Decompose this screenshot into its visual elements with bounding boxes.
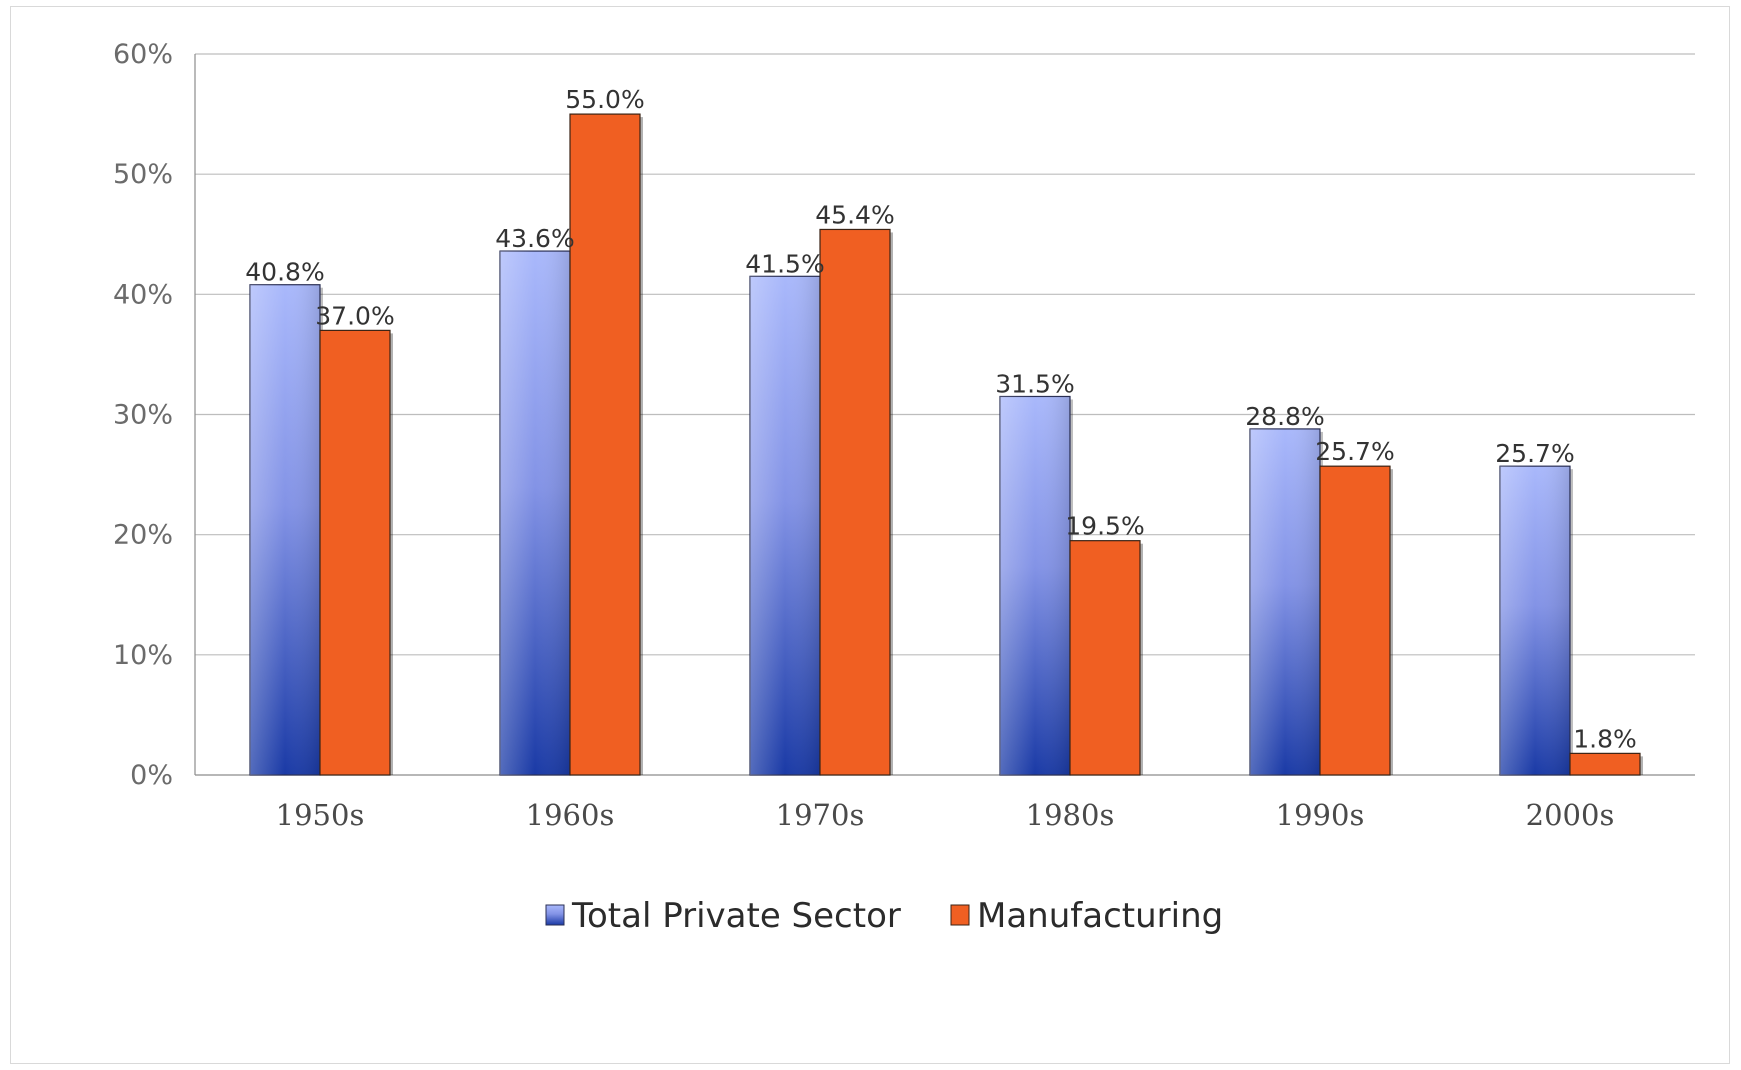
bar-highlight xyxy=(250,284,320,775)
gridlines xyxy=(194,53,1695,776)
y-tick-label: 0% xyxy=(130,760,173,791)
bar-highlight xyxy=(500,251,570,775)
legend: Total Private Sector Manufacturing xyxy=(545,896,1223,936)
data-label-total-private-sector: 31.5% xyxy=(995,369,1074,398)
data-label-manufacturing: 55.0% xyxy=(565,85,644,114)
legend-swatch-manufacturing xyxy=(950,904,970,926)
bar-manufacturing xyxy=(319,329,391,776)
data-label-manufacturing: 45.4% xyxy=(815,200,894,229)
x-tick-label: 1990s xyxy=(1276,798,1365,832)
data-label-manufacturing: 1.8% xyxy=(1573,724,1637,753)
y-tick-label: 50% xyxy=(113,159,173,190)
bar-manufacturing xyxy=(569,113,641,776)
y-tick-label: 40% xyxy=(113,279,173,310)
data-label-manufacturing: 19.5% xyxy=(1065,512,1144,541)
bar-manufacturing xyxy=(1319,465,1391,776)
data-label-total-private-sector: 40.8% xyxy=(245,258,324,287)
data-label-total-private-sector: 25.7% xyxy=(1495,439,1574,468)
legend-label-total-private-sector: Total Private Sector xyxy=(571,896,901,936)
bar-highlight xyxy=(1250,428,1320,775)
legend-swatch-total-private-sector xyxy=(545,904,565,926)
data-label-manufacturing: 25.7% xyxy=(1315,437,1394,466)
data-label-total-private-sector: 43.6% xyxy=(495,224,574,253)
x-tick-label: 1970s xyxy=(776,798,865,832)
x-tick-label: 1950s xyxy=(276,798,365,832)
bar-highlight xyxy=(1500,466,1570,775)
x-tick-label: 1980s xyxy=(1026,798,1115,832)
bar-manufacturing xyxy=(1069,540,1141,776)
bars xyxy=(249,113,1643,776)
data-label-total-private-sector: 41.5% xyxy=(745,249,824,278)
x-tick-label: 1960s xyxy=(526,798,615,832)
x-axis: 1950s 1960s 1970s 1980s 1990s 2000s xyxy=(276,798,1615,832)
bar-manufacturing xyxy=(1569,752,1641,776)
y-tick-label: 10% xyxy=(113,640,173,671)
bar-highlight xyxy=(1000,396,1070,775)
y-tick-label: 30% xyxy=(113,400,173,431)
x-tick-label: 2000s xyxy=(1526,798,1615,832)
chart-frame: 0% 10% 20% 30% 40% 50% 60% 40.8% 37.0% 43.6% 55.0… xyxy=(10,6,1730,1064)
y-tick-label: 60% xyxy=(113,39,173,70)
y-axis: 0% 10% 20% 30% 40% 50% 60% xyxy=(113,39,173,791)
bar-chart: 0% 10% 20% 30% 40% 50% 60% 40.8% 37.0% 43.6% 55.0… xyxy=(113,39,1695,936)
bar-highlight xyxy=(750,276,820,775)
bar-manufacturing xyxy=(819,228,891,776)
y-tick-label: 20% xyxy=(113,520,173,551)
data-label-manufacturing: 37.0% xyxy=(315,301,394,330)
legend-label-manufacturing: Manufacturing xyxy=(977,896,1223,936)
data-labels: 40.8% 37.0% 43.6% 55.0% 41.5% 45.4% 31.5% 19.5%… xyxy=(245,85,1636,753)
data-label-total-private-sector: 28.8% xyxy=(1245,402,1324,431)
